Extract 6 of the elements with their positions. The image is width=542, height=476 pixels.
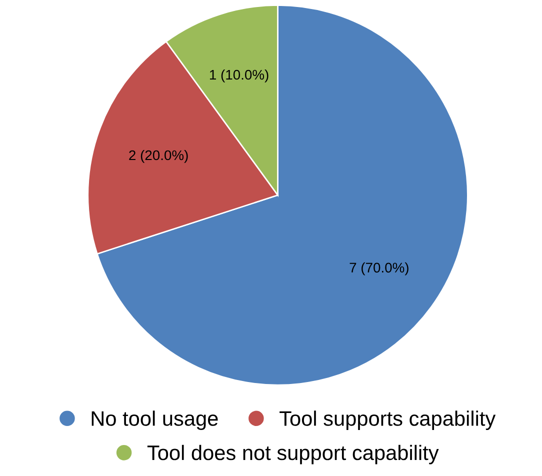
legend-label: No tool usage <box>92 410 218 430</box>
data-label: 1 (10.0%) <box>210 69 268 82</box>
legend-label: Tool supports capability <box>280 410 496 430</box>
data-label: 2 (20.0%) <box>129 150 188 163</box>
legend-label: Tool does not support capability <box>147 444 439 464</box>
data-label: 7 (70.0%) <box>350 262 408 276</box>
